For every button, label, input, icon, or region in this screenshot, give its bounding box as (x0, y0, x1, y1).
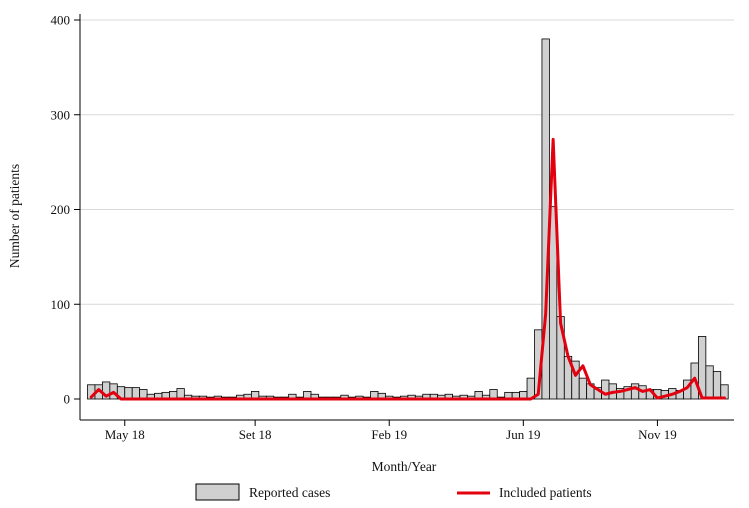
y-axis-title: Number of patients (7, 164, 22, 268)
reported-cases-bar (630, 383, 640, 400)
y-tick-label: 0 (64, 392, 71, 407)
x-tick-label: Nov 19 (638, 427, 677, 442)
included-patients-line (89, 137, 726, 401)
legend-label-included-patients: Included patients (499, 485, 592, 500)
y-axis-ticks: 0 100 200 300 400 (51, 13, 80, 407)
gridlines (80, 19, 734, 305)
legend-label-reported-cases: Reported cases (249, 485, 330, 500)
x-tick-label: May 18 (105, 427, 145, 442)
y-tick-label: 100 (51, 297, 71, 312)
reported-cases-bar (124, 387, 133, 400)
x-tick-label: Set 18 (239, 427, 272, 442)
reported-cases-bar (601, 379, 610, 400)
x-tick-label: Feb 19 (371, 427, 407, 442)
legend-bar-swatch (195, 483, 240, 501)
axes (79, 14, 734, 421)
x-axis-ticks: May 18 Set 18 Feb 19 Jun 19 Nov 19 (105, 420, 677, 442)
reported-cases-bar (176, 388, 185, 400)
x-tick-label: Jun 19 (506, 427, 540, 442)
reported-cases-bar (578, 377, 588, 400)
legend: Reported cases Included patients (195, 483, 592, 501)
y-tick-label: 300 (51, 107, 71, 122)
y-tick-label: 200 (51, 202, 71, 217)
reported-cases-bar (705, 365, 714, 400)
reported-cases-bar (712, 371, 722, 400)
y-tick-label: 400 (51, 13, 71, 28)
reported-cases-bar (549, 206, 558, 400)
reported-cases-bar (131, 387, 141, 400)
reported-cases-bars (87, 38, 729, 400)
x-axis-title: Month/Year (372, 459, 437, 474)
included-patients-line-layer (89, 137, 726, 401)
